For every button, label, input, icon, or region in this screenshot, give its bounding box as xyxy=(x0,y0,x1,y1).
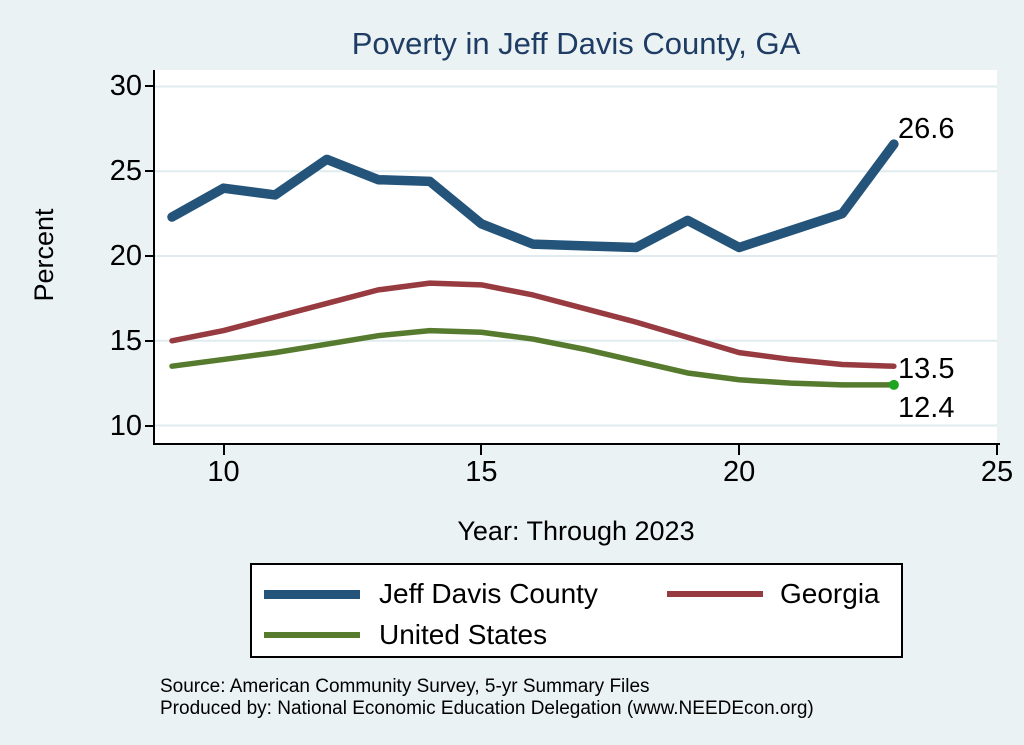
produced-by-line: Produced by: National Economic Education… xyxy=(160,698,814,719)
series-end-value-georgia: 13.5 xyxy=(898,353,955,385)
x-tick-label: 15 xyxy=(465,456,498,488)
legend: Jeff Davis County Georgia United States xyxy=(250,563,903,658)
series-line-1 xyxy=(169,280,897,369)
series-line-0 xyxy=(167,139,899,253)
series-end-value-jeff-davis: 26.6 xyxy=(898,113,955,145)
y-tick-label: 30 xyxy=(109,70,142,103)
end-marker-dot xyxy=(888,379,899,390)
y-axis-title: Percent xyxy=(29,208,59,302)
x-axis-line xyxy=(153,443,1000,445)
y-tick xyxy=(145,424,154,427)
source-note: Source: American Community Survey, 5-yr … xyxy=(160,676,814,720)
y-tick xyxy=(145,254,154,257)
plot-svg xyxy=(155,85,997,427)
series-line-2 xyxy=(169,327,897,388)
x-tick xyxy=(222,445,225,455)
plot-area xyxy=(155,70,997,443)
legend-swatch-jeff-davis xyxy=(264,590,360,599)
x-tick-label: 25 xyxy=(980,456,1014,488)
x-tick-label: 10 xyxy=(207,456,240,488)
y-tick-label: 20 xyxy=(109,239,142,272)
y-tick xyxy=(145,170,154,173)
y-tick-label: 25 xyxy=(109,155,142,188)
x-tick xyxy=(480,445,483,455)
legend-label-united-states: United States xyxy=(379,619,548,650)
x-tick-label: 20 xyxy=(723,456,756,488)
legend-label-georgia: Georgia xyxy=(780,578,880,609)
y-axis-line xyxy=(153,70,155,445)
legend-swatch-united-states xyxy=(264,632,360,638)
x-axis-title: Year: Through 2023 xyxy=(457,516,695,546)
y-tick xyxy=(145,85,154,88)
series-end-value-united-states: 12.4 xyxy=(898,392,955,424)
chart-title: Poverty in Jeff Davis County, GA xyxy=(351,26,801,61)
x-tick xyxy=(996,445,998,455)
y-tick xyxy=(145,339,154,342)
legend-swatch-georgia xyxy=(667,591,763,597)
legend-label-jeff-davis: Jeff Davis County xyxy=(379,578,598,609)
source-line: Source: American Community Survey, 5-yr … xyxy=(160,676,650,697)
x-tick xyxy=(738,445,741,455)
y-tick-label: 15 xyxy=(109,324,142,357)
y-tick-label: 10 xyxy=(109,409,142,442)
